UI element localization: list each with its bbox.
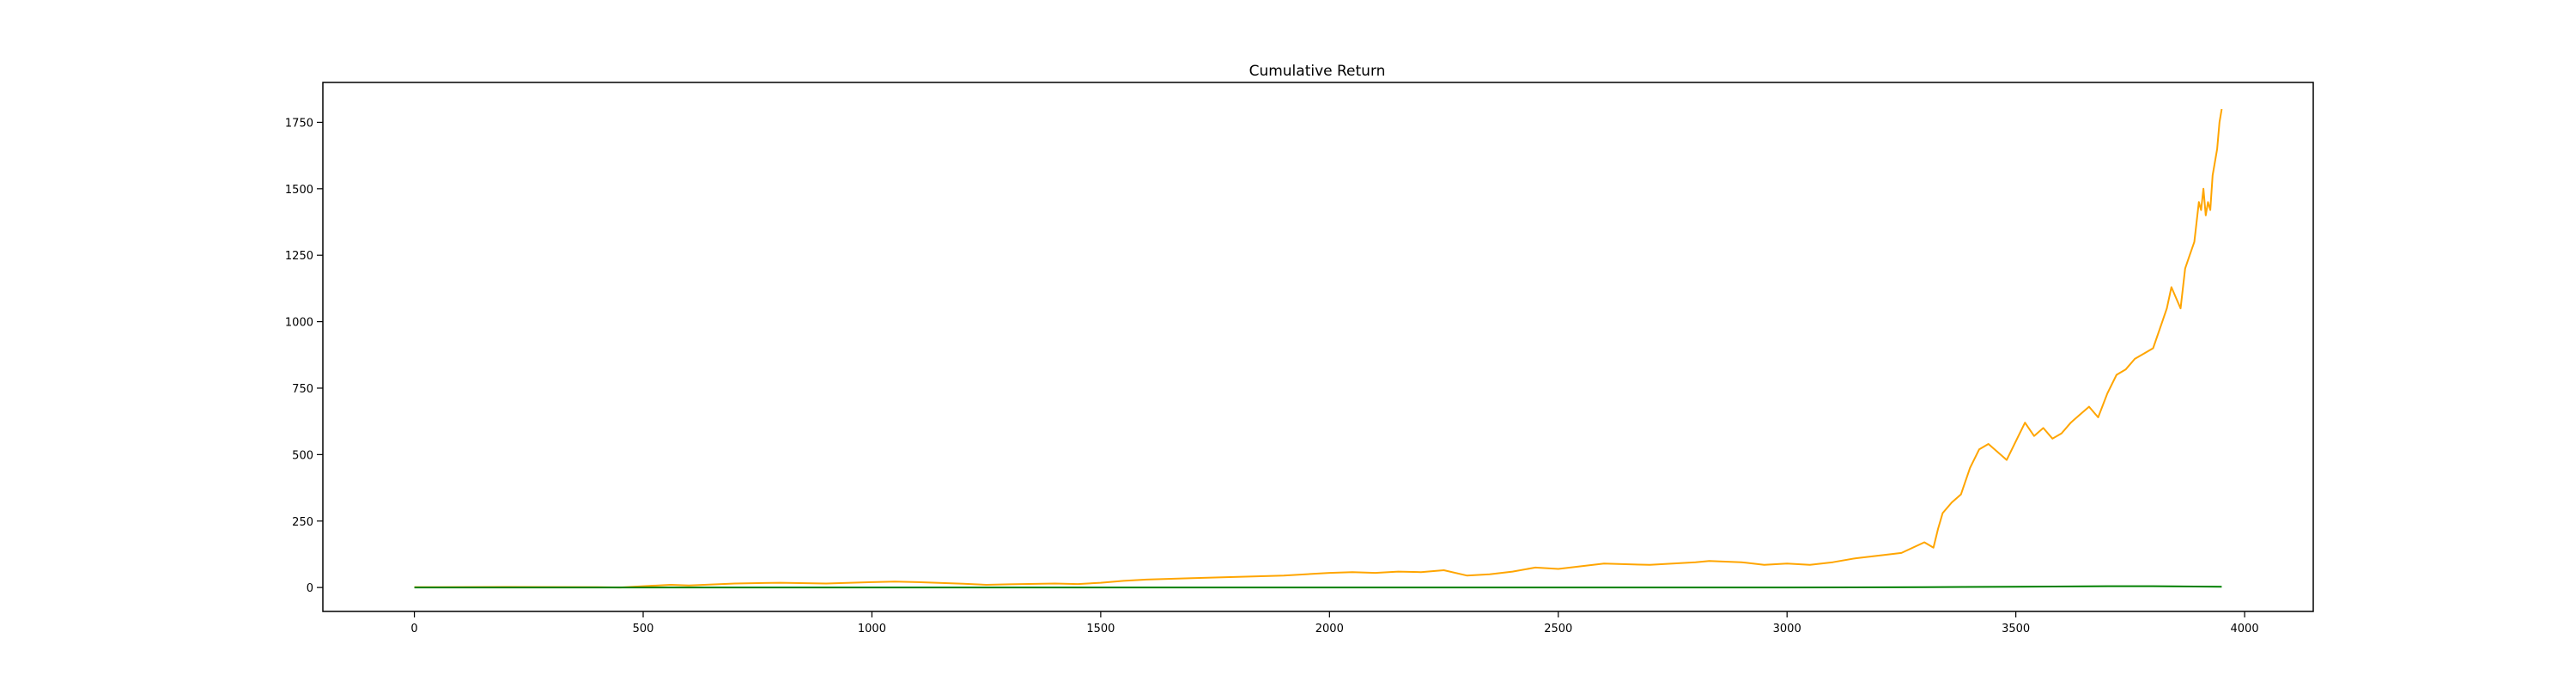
x-tick-label: 2000 — [1315, 623, 1344, 635]
series-line-1 — [414, 108, 2223, 589]
x-tick-label: 3000 — [1773, 623, 1801, 635]
y-tick-label: 250 — [292, 516, 313, 529]
x-tick-label: 4000 — [2231, 623, 2259, 635]
y-tick-label: 1250 — [285, 250, 313, 263]
x-tick-label: 1500 — [1086, 623, 1115, 635]
x-axis: 0 500 1000 1500 2000 2500 3000 3500 4000 — [410, 611, 2259, 635]
x-tick-label: 2500 — [1544, 623, 1572, 635]
plot-area — [414, 108, 2223, 589]
x-tick-label: 1000 — [858, 623, 886, 635]
y-tick-label: 500 — [292, 449, 313, 462]
chart-title: Cumulative Return — [1249, 63, 1386, 80]
x-tick-label: 500 — [633, 623, 654, 635]
y-tick-label: 1000 — [285, 317, 313, 330]
series-line-2 — [414, 585, 2222, 589]
plot-frame — [322, 82, 2314, 612]
y-tick-label: 0 — [307, 582, 313, 595]
y-tick-label: 1750 — [285, 117, 313, 130]
y-tick-label: 1500 — [285, 184, 313, 197]
y-tick-label: 750 — [292, 383, 313, 396]
x-tick-label: 3500 — [2002, 623, 2030, 635]
x-tick-label: 0 — [410, 623, 417, 635]
y-axis: 0 250 500 750 1000 1250 1500 1750 — [285, 117, 323, 595]
